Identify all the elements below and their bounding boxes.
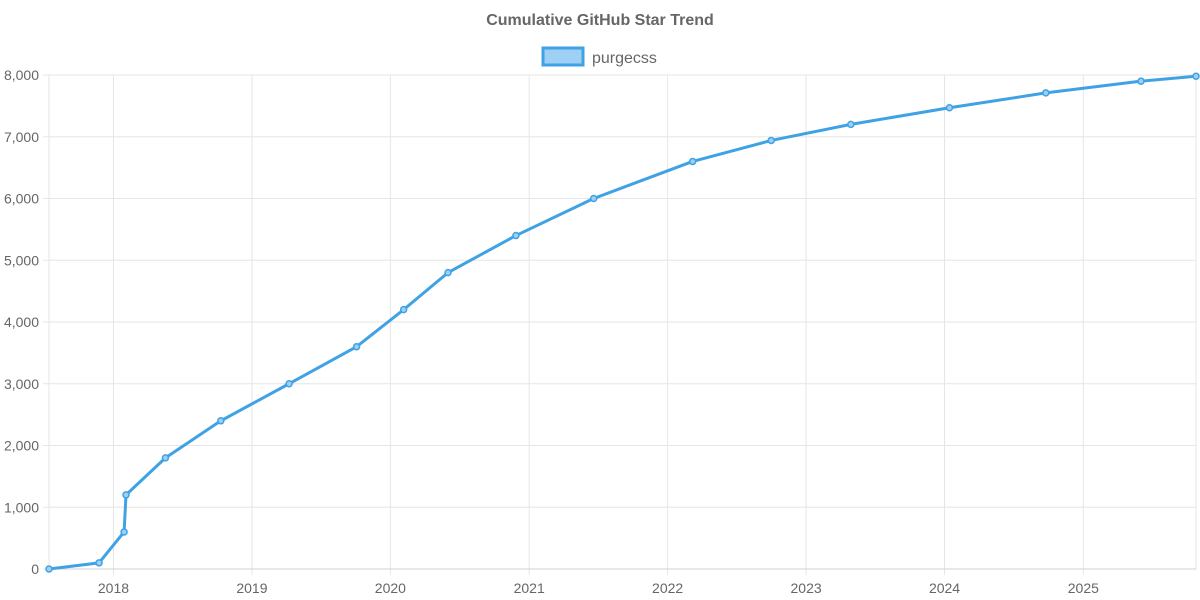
data-point[interactable] bbox=[120, 528, 128, 536]
data-point[interactable] bbox=[945, 103, 954, 112]
data-points bbox=[45, 72, 1200, 573]
data-point[interactable] bbox=[399, 305, 408, 314]
y-tick-label: 7,000 bbox=[4, 129, 39, 145]
data-point[interactable] bbox=[1192, 72, 1200, 80]
legend-swatch[interactable] bbox=[541, 46, 585, 67]
data-point[interactable] bbox=[589, 194, 598, 203]
y-tick-label: 6,000 bbox=[4, 191, 39, 207]
y-tick-label: 2,000 bbox=[4, 438, 39, 454]
y-tick-label: 4,000 bbox=[4, 314, 39, 330]
data-point[interactable] bbox=[444, 268, 452, 277]
series-line-purgecss[interactable] bbox=[47, 74, 1198, 571]
chart-title: Cumulative GitHub Star Trend bbox=[486, 12, 714, 29]
legend[interactable]: purgecss bbox=[541, 46, 657, 67]
x-tick-label: 2023 bbox=[791, 580, 822, 596]
y-tick-label: 1,000 bbox=[4, 499, 39, 515]
data-point[interactable] bbox=[688, 157, 697, 166]
x-tick-label: 2022 bbox=[652, 580, 683, 596]
data-point[interactable] bbox=[1137, 77, 1145, 85]
data-point[interactable] bbox=[767, 136, 775, 145]
y-tick-label: 0 bbox=[31, 561, 39, 577]
data-point[interactable] bbox=[217, 417, 225, 425]
x-tick-label: 2020 bbox=[375, 580, 406, 596]
data-point[interactable] bbox=[1042, 89, 1050, 97]
grid bbox=[43, 74, 1197, 575]
data-point[interactable] bbox=[95, 559, 103, 567]
x-tick-label: 2024 bbox=[929, 580, 960, 596]
axes: 0 1,000 2,000 3,000 4,000 5,000 6,000 7,000 8,00… bbox=[4, 67, 1196, 596]
legend-label-purgecss[interactable]: purgecss bbox=[592, 50, 657, 67]
x-tick-label: 2021 bbox=[514, 580, 545, 596]
data-point[interactable] bbox=[122, 491, 130, 499]
y-tick-label: 3,000 bbox=[4, 376, 39, 392]
series-layer bbox=[47, 74, 1198, 571]
x-tick-label: 2018 bbox=[98, 580, 129, 596]
data-point[interactable] bbox=[352, 342, 361, 351]
x-tick-label: 2025 bbox=[1068, 580, 1099, 596]
x-tick-label: 2019 bbox=[236, 580, 267, 596]
data-point[interactable] bbox=[161, 454, 170, 462]
y-tick-label: 5,000 bbox=[4, 252, 39, 268]
data-point[interactable] bbox=[285, 380, 293, 388]
y-tick-label: 8,000 bbox=[4, 67, 39, 83]
data-point[interactable] bbox=[512, 231, 520, 240]
data-point[interactable] bbox=[45, 565, 53, 573]
data-point[interactable] bbox=[847, 120, 855, 129]
